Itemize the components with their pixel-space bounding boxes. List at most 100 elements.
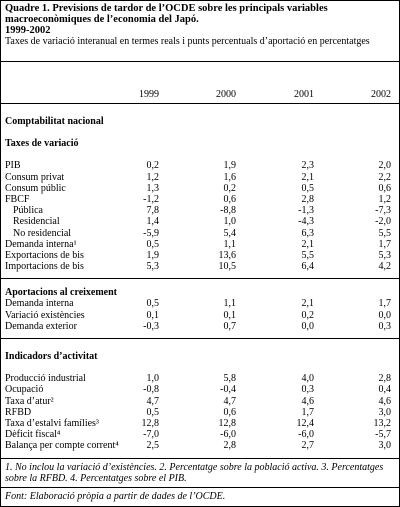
table-row: FBCF -1,2 0,6 2,8 1,2 <box>1 194 399 205</box>
cell-value: 5,5 <box>378 227 392 239</box>
cell-value: 4,7 <box>146 395 160 407</box>
cell-value: -5,7 <box>375 429 391 441</box>
title: Quadre 1. Previsions de tardor de l’OCDE… <box>5 3 328 25</box>
cell-value: 0,4 <box>378 384 392 396</box>
cell-value: 1,3 <box>146 182 160 194</box>
cell-value: -5,9 <box>143 227 159 239</box>
cell-value: 5,8 <box>223 373 237 385</box>
column-header: 1999 2000 2001 2002 <box>1 62 399 104</box>
cell-value: 1,2 <box>378 193 392 205</box>
cell-value: 2,1 <box>301 238 315 250</box>
row-label: RFBD <box>5 406 32 418</box>
cell-value: 1,1 <box>223 238 237 250</box>
table-row: Producció industrial 1,0 5,8 4,0 2,8 <box>1 373 399 384</box>
cell-value: 1,1 <box>223 298 237 310</box>
table-row: Importacions de bis 5,3 10,5 6,4 4,2 <box>1 261 399 272</box>
cell-value: 1,2 <box>146 171 160 183</box>
cell-value: -1,3 <box>298 205 314 217</box>
table-row: Demanda exterior -0,3 0,7 0,0 0,3 <box>1 321 399 332</box>
section-heading: Comptabilitat nacional <box>5 116 104 127</box>
section: Taxes de variació PIB 0,2 1,9 2,3 2,0 Consum p… <box>1 129 399 278</box>
cell-value: -7,0 <box>143 429 159 441</box>
header: Quadre 1. Previsions de tardor de l’OCDE… <box>1 1 399 62</box>
table-row: Residencial 1,4 1,0 -4,3 -2,0 <box>1 216 399 227</box>
row-label: Residencial <box>13 216 60 228</box>
subtitle: Taxes de variació interanual en termes r… <box>5 36 370 47</box>
cell-value: 2,8 <box>378 373 392 385</box>
cell-value: 6,4 <box>301 261 315 273</box>
row-label: Pública <box>13 205 43 217</box>
cell-value: 2,8 <box>223 440 237 452</box>
cell-value: 5,3 <box>146 261 160 273</box>
section: Comptabilitat nacional <box>1 104 399 129</box>
row-label: Balança per compte corrent⁴ <box>5 440 119 452</box>
cell-value: 5,3 <box>378 249 392 261</box>
cell-value: 1,7 <box>301 406 315 418</box>
cell-value: 0,3 <box>301 384 315 396</box>
section-heading: Indicadors d’activitat <box>5 351 98 363</box>
cell-value: 13,6 <box>218 249 237 261</box>
table-row: Demanda interna¹ 0,5 1,1 2,1 1,7 <box>1 239 399 250</box>
cell-value: 0,2 <box>301 309 315 321</box>
table-row: Balança per compte corrent⁴ 2,5 2,8 2,7 3,0 <box>1 440 399 451</box>
cell-value: 2,5 <box>146 440 160 452</box>
cell-value: 2,3 <box>301 160 315 172</box>
table-row: Consum públic 1,3 0,2 0,5 0,6 <box>1 183 399 194</box>
cell-value: 1,7 <box>378 238 392 250</box>
cell-value: 2,2 <box>378 171 392 183</box>
cell-value: -6,0 <box>298 429 314 441</box>
cell-value: 12,4 <box>296 418 315 429</box>
cell-value: 4,6 <box>301 395 315 407</box>
table-row: Variació existències 0,1 0,1 0,2 0,0 <box>1 310 399 321</box>
cell-value: 0,0 <box>301 320 315 332</box>
column-label: 1999 <box>139 89 159 100</box>
cell-value: -6,0 <box>220 429 236 441</box>
cell-value: 1,9 <box>146 249 160 261</box>
table-row: Ocupació -0,8 -0,4 0,3 0,4 <box>1 384 399 395</box>
cell-value: 4,0 <box>301 373 315 385</box>
section: Aportacions al creixement Demanda interna… <box>1 278 399 338</box>
cell-value: 0,0 <box>378 309 392 321</box>
cell-value: 5,4 <box>223 227 237 239</box>
cell-value: 0,1 <box>223 309 237 321</box>
section-heading: Taxes de variació <box>5 138 79 150</box>
table-row: Pública 7,8 -8,8 -1,3 -7,3 <box>1 205 399 216</box>
cell-value: 2,1 <box>301 298 315 310</box>
cell-value: 0,2 <box>146 160 160 172</box>
table-row: Taxa d’estalvi famílies³ 12,8 12,8 12,4 13,2 <box>1 418 399 429</box>
cell-value: 0,6 <box>223 406 237 418</box>
row-label: Demanda interna <box>5 298 74 310</box>
cell-value: 0,5 <box>146 298 160 310</box>
cell-value: 7,8 <box>146 205 160 217</box>
cell-value: 3,0 <box>378 440 392 452</box>
cell-value: 0,5 <box>146 238 160 250</box>
cell-value: -0,3 <box>143 320 159 332</box>
row-label: Consum públic <box>5 182 66 194</box>
table-body: Comptabilitat nacional Taxes de variació P… <box>1 104 399 458</box>
row-label: PIB <box>5 160 21 172</box>
cell-value: 6,3 <box>301 227 315 239</box>
cell-value: 4,2 <box>378 261 392 273</box>
cell-value: 0,7 <box>223 320 237 332</box>
section-heading: Aportacions al creixement <box>5 287 118 299</box>
row-label: Dèficit fiscal⁴ <box>5 429 61 441</box>
cell-value: 12,8 <box>141 418 160 429</box>
row-label: Variació existències <box>5 309 85 321</box>
cell-value: -0,4 <box>220 384 236 396</box>
cell-value: 13,2 <box>373 418 392 429</box>
cell-value: 0,5 <box>146 406 160 418</box>
source: Font: Elaboració pròpia a partir de dade… <box>1 486 399 505</box>
section: Indicadors d’activitat Producció industri… <box>1 338 399 458</box>
row-label: Exportacions de bis <box>5 249 84 261</box>
table-row: Demanda interna 0,5 1,1 2,1 1,7 <box>1 298 399 309</box>
cell-value: 2,7 <box>301 440 315 452</box>
table-row: Consum privat 1,2 1,6 2,1 2,2 <box>1 172 399 183</box>
cell-value: -4,3 <box>298 216 314 228</box>
cell-value: -8,8 <box>220 205 236 217</box>
row-label: FBCF <box>5 193 30 205</box>
column-label: 2001 <box>294 89 314 100</box>
table-row: Taxa d’atur² 4,7 4,7 4,6 4,6 <box>1 396 399 407</box>
column-label: 2002 <box>371 89 391 100</box>
cell-value: -2,0 <box>375 216 391 228</box>
